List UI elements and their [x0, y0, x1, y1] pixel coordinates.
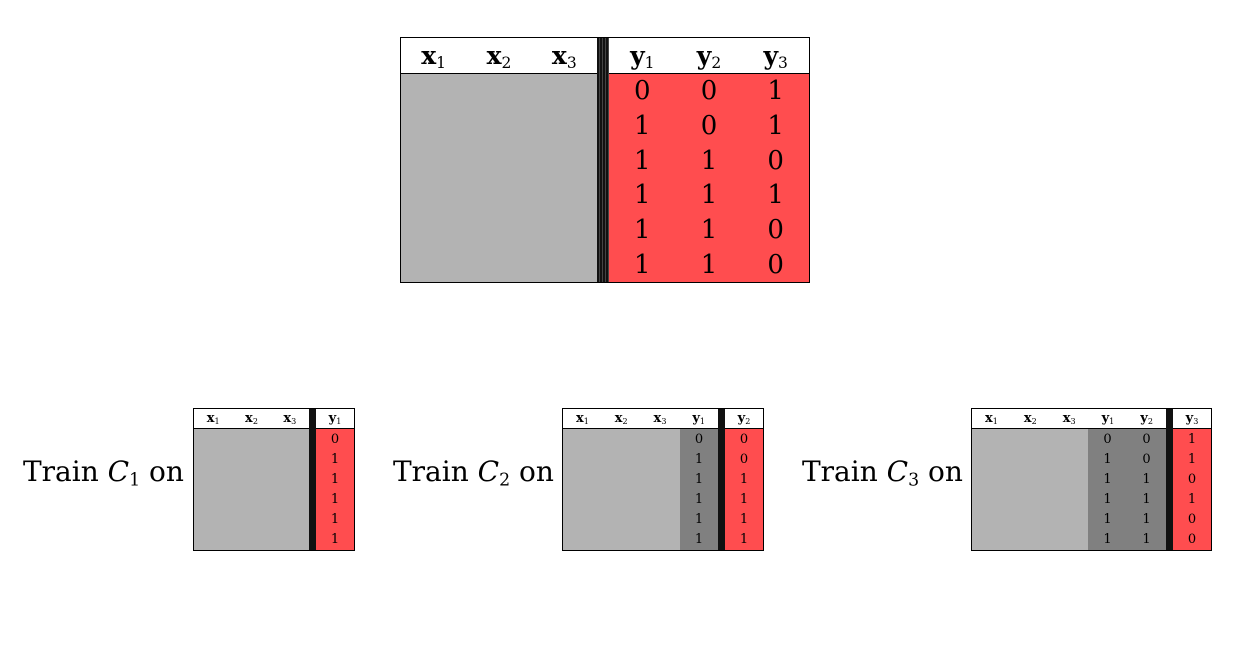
- feature-headers: x1 x2 x3: [401, 38, 597, 74]
- header-y1: y1: [630, 41, 655, 72]
- feature-block: [401, 74, 597, 282]
- feature-block: [972, 429, 1088, 550]
- column-separator: [309, 409, 316, 550]
- classifier-3-label: Train C3 on: [802, 455, 963, 491]
- column-separator: [718, 409, 725, 550]
- target-block: [725, 429, 763, 550]
- input-headers: x1 x2 x3 y1 y2: [972, 409, 1166, 429]
- column-separator: [597, 38, 609, 282]
- feature-block: [194, 429, 309, 550]
- target-block: [1173, 429, 1211, 550]
- label-headers: y1 y2 y3: [609, 38, 809, 74]
- header-x1: x1: [984, 411, 998, 426]
- header-x3: x3: [1062, 411, 1076, 426]
- header-x2: x2: [486, 41, 512, 72]
- target-header: y3: [1173, 409, 1211, 429]
- header-x1: x1: [575, 411, 589, 426]
- header-y3: y3: [763, 41, 788, 72]
- input-headers: x1 x2 x3 y1: [563, 409, 718, 429]
- target-header: y2: [725, 409, 763, 429]
- header-y2: y2: [1140, 411, 1153, 426]
- header-x2: x2: [1023, 411, 1037, 426]
- target-block: [316, 429, 354, 550]
- previous-label-block: [680, 429, 718, 550]
- classifier-1-label: Train C1 on: [23, 455, 184, 491]
- target-header: y1: [316, 409, 354, 429]
- header-y1: y1: [692, 411, 706, 426]
- header-x1: x1: [421, 41, 447, 72]
- classifier-2-label: Train C2 on: [393, 455, 554, 491]
- previous-label-block: [1088, 429, 1166, 550]
- header-x3: x3: [653, 411, 667, 426]
- header-x3: x3: [551, 41, 577, 72]
- header-x2: x2: [245, 411, 258, 426]
- feature-headers: x1 x2 x3: [194, 409, 309, 429]
- feature-block: [563, 429, 680, 550]
- column-separator: [1166, 409, 1173, 550]
- header-y1: y1: [1101, 411, 1115, 426]
- header-x3: x3: [283, 411, 297, 426]
- header-x1: x1: [206, 411, 220, 426]
- header-y2: y2: [696, 41, 722, 72]
- label-block: [609, 74, 809, 282]
- header-x2: x2: [614, 411, 628, 426]
